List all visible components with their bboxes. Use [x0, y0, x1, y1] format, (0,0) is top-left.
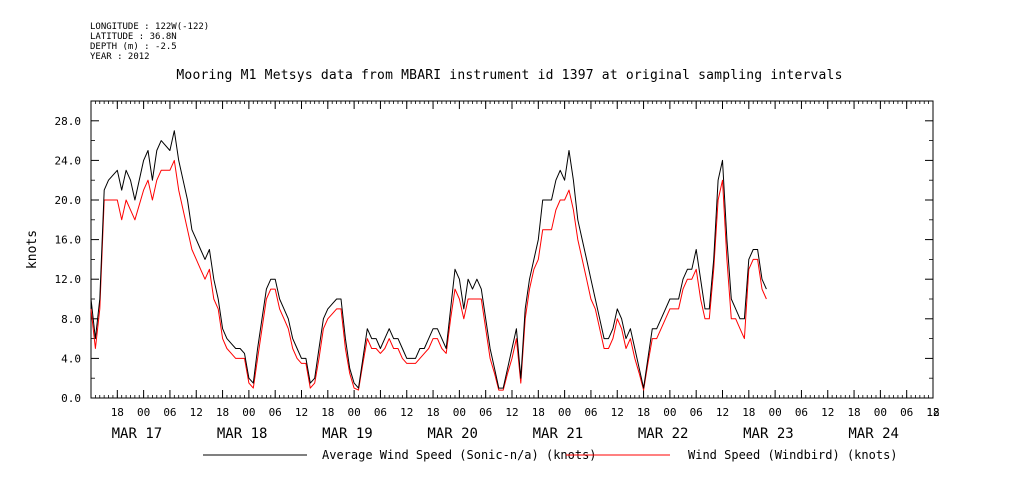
x-tick-label: 00 — [769, 406, 782, 419]
series-line-windbird — [90, 159, 767, 391]
x-tick-label: 12 — [926, 406, 939, 419]
x-tick-label: 12 — [295, 406, 308, 419]
x-date-label: MAR 19 — [322, 426, 373, 442]
y-tick-label: 16.0 — [55, 234, 82, 247]
metadata-block: LONGITUDE : 122W(-122) LATITUDE : 36.8N … — [90, 22, 209, 62]
x-tick-label: 18 — [742, 406, 755, 419]
chart-title: Mooring M1 Metsys data from MBARI instru… — [176, 68, 843, 83]
x-tick-label: 00 — [663, 406, 676, 419]
y-axis-label: knots — [25, 230, 40, 269]
x-tick-label: 00 — [558, 406, 571, 419]
x-tick-label: 06 — [795, 406, 808, 419]
depth-label: DEPTH (m) : -2.5 — [90, 42, 177, 52]
longitude-label: LONGITUDE : 122W(-122) — [90, 22, 210, 32]
legend-label-windbird: Wind Speed (Windbird) (knots) — [688, 448, 898, 462]
x-tick-label: 00 — [453, 406, 466, 419]
x-tick-label: 18 — [637, 406, 650, 419]
x-date-label: MAR 23 — [743, 426, 794, 442]
x-tick-label: 18 — [532, 406, 545, 419]
x-tick-label: 00 — [137, 406, 150, 419]
y-tick-label: 12.0 — [55, 273, 82, 286]
latitude-label: LATITUDE : 36.8N — [90, 32, 177, 42]
x-date-label: MAR 22 — [638, 426, 689, 442]
x-tick-label: 18 — [321, 406, 334, 419]
x-tick-label: 18 — [926, 406, 939, 419]
x-tick-label: 00 — [242, 406, 255, 419]
x-date-label: MAR 24 — [848, 426, 899, 442]
x-tick-label: 18 — [847, 406, 860, 419]
y-tick-label: 4.0 — [61, 352, 81, 365]
year-label: YEAR : 2012 — [90, 52, 150, 62]
x-tick-label: 12 — [716, 406, 729, 419]
y-tick-label: 24.0 — [55, 154, 82, 167]
y-tick-label: 8.0 — [61, 313, 81, 326]
x-tick-label: 06 — [163, 406, 176, 419]
x-tick-label: 06 — [900, 406, 913, 419]
x-tick-label: 12 — [190, 406, 203, 419]
x-tick-label: 12 — [821, 406, 834, 419]
x-tick-label: 12 — [611, 406, 624, 419]
x-tick-label: 00 — [348, 406, 361, 419]
series-line-average-wind-speed — [90, 130, 767, 389]
x-tick-label: 12 — [400, 406, 413, 419]
plot-frame — [90, 100, 934, 399]
x-tick-label: 12 — [505, 406, 518, 419]
y-tick-label: 28.0 — [55, 115, 82, 128]
x-tick-label: 18 — [111, 406, 124, 419]
x-date-label: MAR 21 — [533, 426, 584, 442]
x-tick-label: 00 — [874, 406, 887, 419]
x-date-label: MAR 20 — [427, 426, 478, 442]
y-tick-label: 0.0 — [61, 392, 81, 405]
x-tick-label: 06 — [479, 406, 492, 419]
x-tick-label: 06 — [269, 406, 282, 419]
x-tick-label: 18 — [216, 406, 229, 419]
x-date-label: MAR 17 — [112, 426, 163, 442]
x-date-label: MAR 18 — [217, 426, 268, 442]
x-tick-label: 06 — [374, 406, 387, 419]
legend-label-average-wind-speed: Average Wind Speed (Sonic-n/a) (knots) — [322, 448, 597, 462]
x-tick-label: 06 — [584, 406, 597, 419]
y-tick-label: 20.0 — [55, 194, 82, 207]
x-tick-label: 18 — [426, 406, 439, 419]
x-tick-label: 06 — [690, 406, 703, 419]
